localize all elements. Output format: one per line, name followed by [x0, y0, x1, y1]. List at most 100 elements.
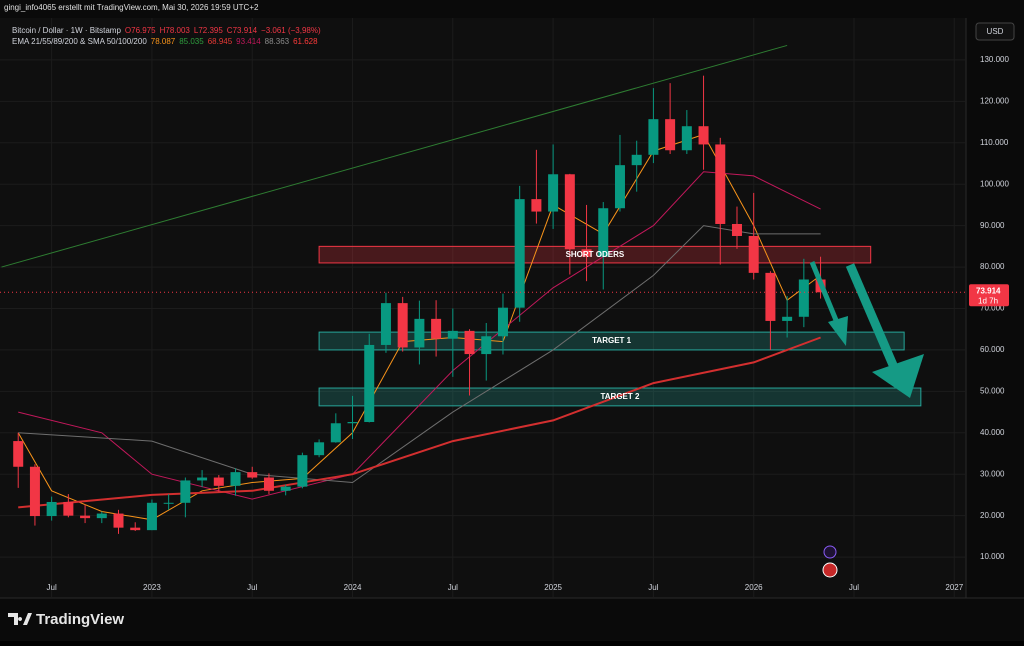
y-tick-label: 70.000 — [980, 304, 1005, 313]
y-tick-label: 20.000 — [980, 511, 1005, 520]
event-icon[interactable] — [823, 545, 837, 559]
candle-body — [46, 501, 57, 517]
candle-body — [314, 442, 325, 456]
y-tick-label: 120.000 — [980, 96, 1009, 105]
zone-label: TARGET 1 — [592, 336, 632, 345]
x-tick-label: 2025 — [544, 583, 562, 592]
ohlc-value: L72.395 — [194, 26, 223, 35]
candle-body — [80, 515, 91, 519]
candle-body — [564, 174, 575, 250]
indicator-value: 85.035 — [179, 37, 204, 46]
countdown: 1d 7h — [978, 296, 998, 305]
logo: TradingView — [8, 611, 124, 628]
candle-body — [748, 236, 759, 273]
ma-line — [18, 225, 821, 484]
candle-body — [297, 455, 308, 487]
plot — [0, 18, 966, 598]
candle-body — [431, 318, 442, 339]
arrow — [809, 261, 841, 326]
ohlc-value: O76.975 — [125, 26, 156, 35]
y-tick-label: 90.000 — [980, 221, 1005, 230]
candle-body — [631, 154, 642, 166]
candle-body — [96, 513, 107, 519]
ma-line — [17, 133, 821, 521]
currency-button[interactable] — [975, 22, 1015, 41]
candle-body — [130, 527, 141, 531]
candle-body — [598, 208, 609, 257]
legend: Bitcoin / Dollar · 1W · Bitstamp O76.975 H… — [12, 26, 321, 46]
arrow-head — [828, 316, 848, 346]
candle-body — [397, 303, 408, 348]
event-icon[interactable] — [822, 562, 838, 578]
candle-body — [146, 502, 157, 531]
y-tick-label: 50.000 — [980, 386, 1005, 395]
candle-body — [163, 502, 174, 504]
arrow-head — [872, 354, 924, 398]
y-tick-label: 10.000 — [980, 552, 1005, 561]
zone-label: SHORT ODERS — [566, 250, 625, 259]
indicator-value: 93.414 — [236, 37, 261, 46]
brand: TradingView — [36, 611, 124, 628]
price-label: 73.914 — [976, 286, 1001, 295]
candle-body — [330, 423, 341, 443]
candle-body — [280, 486, 291, 491]
candle-body — [715, 144, 726, 224]
candle-body — [13, 441, 24, 467]
candle-body — [731, 223, 742, 236]
candle-body — [765, 272, 776, 321]
candle-body — [380, 303, 391, 345]
x-tick-label: 2024 — [344, 583, 362, 592]
candle-body — [581, 249, 592, 257]
candle-body — [180, 480, 191, 503]
x-tick-label: Jul — [849, 583, 859, 592]
indicator-value: 78.087 — [151, 37, 176, 46]
x-tick-label: Jul — [247, 583, 257, 592]
byline: gingi_info4065 erstellt mit TradingView.… — [4, 3, 259, 12]
candle-body — [548, 174, 559, 212]
trendline — [1, 44, 788, 268]
x-tick-label: Jul — [47, 583, 57, 592]
y-tick-label: 100.000 — [980, 179, 1009, 188]
y-tick-label: 130.000 — [980, 55, 1009, 64]
candle-body — [481, 336, 492, 355]
symbol-name: Bitcoin / Dollar · 1W · Bitstamp — [12, 26, 121, 35]
candle-body — [531, 199, 542, 212]
candle-body — [197, 477, 208, 481]
x-tick-label: 2027 — [945, 583, 963, 592]
candle-body — [497, 307, 508, 337]
candle-body — [364, 344, 375, 423]
x-tick-label: Jul — [648, 583, 658, 592]
candle-body — [514, 199, 525, 308]
candle-body — [447, 330, 458, 339]
indicator: EMA 21/55/89/200 & SMA 50/100/200 78.087 8… — [12, 37, 318, 46]
candle-body — [665, 119, 676, 151]
logo-mark — [8, 613, 32, 625]
candle-body — [113, 513, 124, 528]
candle-body — [230, 472, 241, 486]
price-tag — [969, 284, 1009, 307]
indicator-name: EMA 21/55/89/200 & SMA 50/100/200 — [12, 37, 147, 46]
y-tick-label: 60.000 — [980, 345, 1005, 354]
candle-body — [263, 477, 274, 491]
ohlc-value: C73.914 — [227, 26, 258, 35]
candle-body — [614, 165, 625, 209]
y-tick-label: 40.000 — [980, 428, 1005, 437]
candle-body — [414, 318, 425, 348]
currency[interactable]: USD — [987, 27, 1004, 36]
candle-body — [347, 422, 358, 424]
ohlc-value: −3.061 (−3,98%) — [261, 26, 321, 35]
candle-body — [29, 466, 40, 517]
candle-body — [782, 316, 793, 321]
candle-body — [213, 477, 224, 486]
indicator-value: 68.945 — [208, 37, 233, 46]
symbol: Bitcoin / Dollar · 1W · Bitstamp O76.975 H… — [12, 26, 321, 35]
zone-label: TARGET 2 — [600, 392, 640, 401]
indicator-value: 61.628 — [293, 37, 318, 46]
candle-body — [681, 126, 692, 151]
candle-body — [247, 472, 258, 478]
x-tick-label: 2023 — [143, 583, 161, 592]
candle-body — [464, 330, 475, 355]
arrows — [809, 261, 924, 578]
indicator-value: 88.363 — [265, 37, 290, 46]
